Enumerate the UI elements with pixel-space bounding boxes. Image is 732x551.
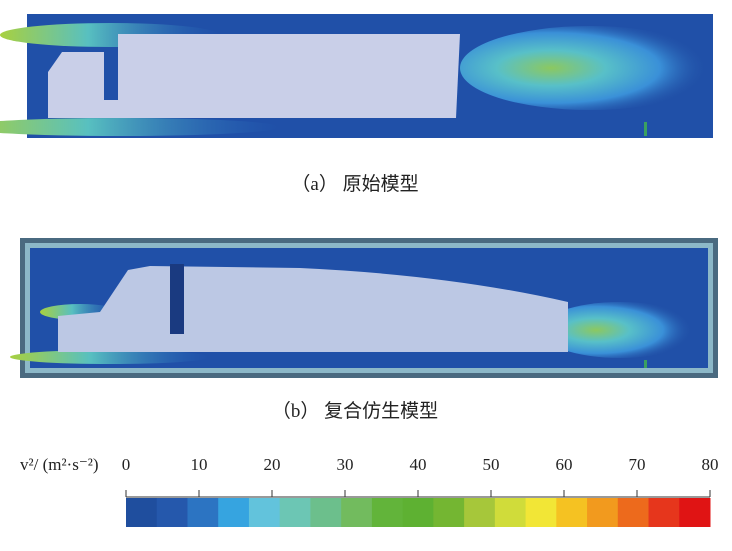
colorbar-segment [617, 498, 650, 527]
colorbar-segment [433, 498, 465, 527]
colorbar-segment [464, 498, 496, 527]
colorbar-tick-label: 50 [483, 455, 500, 474]
colorbar-segment [218, 498, 250, 527]
colorbar-segment [648, 498, 680, 527]
colorbar-tick-label: 10 [191, 455, 208, 474]
colorbar-segment [556, 498, 588, 527]
colorbar-segment [341, 498, 373, 527]
colorbar-segment [126, 498, 158, 527]
colorbar-segment [187, 498, 219, 527]
colorbar-tick-label: 20 [264, 455, 281, 474]
colorbar-tick-label: 80 [702, 455, 719, 474]
panel-b-image [10, 238, 718, 378]
colorbar-segment [279, 498, 311, 527]
colorbar: 0 10 20 30 40 50 60 70 80 [122, 455, 719, 527]
colorbar-tick-label: 0 [122, 455, 131, 474]
colorbar-segment [248, 498, 281, 527]
caption-b: （b） 复合仿生模型 [272, 400, 438, 422]
colorbar-tick-label: 70 [629, 455, 646, 474]
caption-a: （a） 原始模型 [291, 173, 418, 195]
colorbar-segment [371, 498, 404, 527]
colorbar-segment [156, 498, 188, 527]
colorbar-segment [587, 498, 619, 527]
colorbar-tick-label: 60 [556, 455, 573, 474]
colorbar-label: v²/ (m²·s⁻²) [20, 455, 99, 474]
colorbar-segment [310, 498, 342, 527]
colorbar-segment [679, 498, 711, 527]
colorbar-segment [525, 498, 557, 527]
colorbar-segment [494, 498, 527, 527]
panel-a-image [0, 14, 720, 138]
colorbar-segment [402, 498, 434, 527]
colorbar-tick-label: 40 [410, 455, 427, 474]
colorbar-tick-label: 30 [337, 455, 354, 474]
